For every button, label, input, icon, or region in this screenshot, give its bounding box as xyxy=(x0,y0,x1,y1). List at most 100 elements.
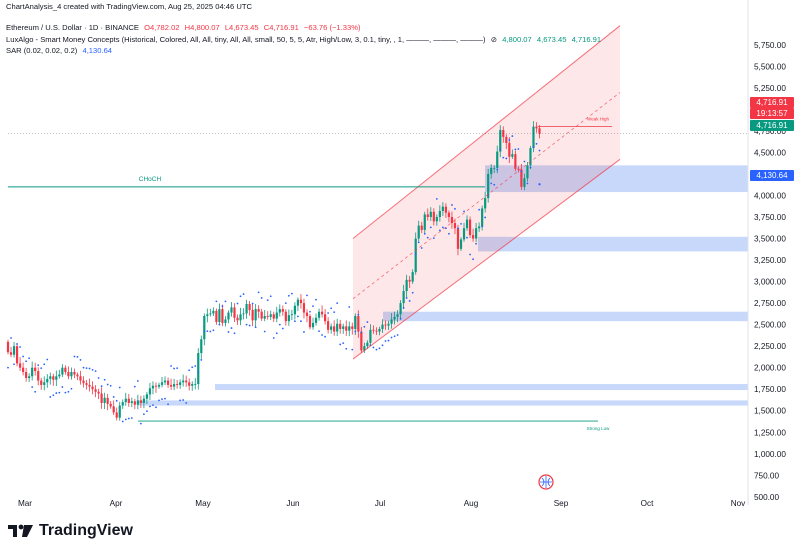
candle-body[interactable] xyxy=(423,214,426,230)
candle-body[interactable] xyxy=(212,310,215,314)
candle-body[interactable] xyxy=(173,384,176,387)
candle-body[interactable] xyxy=(327,321,330,330)
candle-body[interactable] xyxy=(333,326,336,332)
regression-channel-fill[interactable] xyxy=(353,25,620,360)
candle-body[interactable] xyxy=(245,303,248,314)
candle-body[interactable] xyxy=(357,316,360,332)
candle-body[interactable] xyxy=(293,305,296,315)
candle-body[interactable] xyxy=(453,223,457,229)
candle-body[interactable] xyxy=(266,316,269,317)
candle-body[interactable] xyxy=(251,309,254,321)
candle-body[interactable] xyxy=(308,316,312,328)
candle-body[interactable] xyxy=(40,380,43,385)
candle-body[interactable] xyxy=(176,384,179,385)
candle-body[interactable] xyxy=(538,128,541,134)
candle-body[interactable] xyxy=(233,307,236,318)
candle-body[interactable] xyxy=(405,279,408,292)
candle-body[interactable] xyxy=(393,316,396,320)
candle-body[interactable] xyxy=(182,380,185,383)
candle-body[interactable] xyxy=(450,217,454,224)
candle-body[interactable] xyxy=(46,378,49,383)
candle-body[interactable] xyxy=(82,380,85,384)
candle-body[interactable] xyxy=(296,299,300,306)
candle-body[interactable] xyxy=(88,384,91,387)
candle-body[interactable] xyxy=(115,412,118,418)
candle-body[interactable] xyxy=(287,315,290,322)
candle-body[interactable] xyxy=(532,126,535,149)
candle-body[interactable] xyxy=(517,168,520,170)
candle-body[interactable] xyxy=(85,383,88,385)
candle-body[interactable] xyxy=(375,330,378,332)
candle-body[interactable] xyxy=(363,346,366,351)
candle-body[interactable] xyxy=(481,208,484,227)
candle-body[interactable] xyxy=(317,311,321,318)
candle-body[interactable] xyxy=(511,154,514,157)
candle-body[interactable] xyxy=(254,309,257,321)
candle-body[interactable] xyxy=(160,382,164,385)
candle-body[interactable] xyxy=(493,167,496,169)
x-tick-label[interactable]: Oct xyxy=(641,499,654,508)
candle-body[interactable] xyxy=(260,311,263,319)
x-tick-label[interactable]: Jun xyxy=(286,499,300,508)
candle-body[interactable] xyxy=(100,393,103,403)
candle-body[interactable] xyxy=(299,299,303,304)
candle-body[interactable] xyxy=(526,165,529,179)
candle-body[interactable] xyxy=(360,331,363,351)
candle-body[interactable] xyxy=(342,326,345,329)
candle-body[interactable] xyxy=(97,391,100,394)
channel-lower-line[interactable] xyxy=(352,158,621,360)
candle-body[interactable] xyxy=(529,148,532,166)
candle-body[interactable] xyxy=(508,142,511,157)
candle-body[interactable] xyxy=(487,173,490,199)
candle-body[interactable] xyxy=(197,353,200,385)
candle-body[interactable] xyxy=(432,211,435,222)
candle-body[interactable] xyxy=(55,376,58,380)
candle-body[interactable] xyxy=(227,312,230,320)
x-tick-label[interactable]: Aug xyxy=(464,499,479,508)
candle-body[interactable] xyxy=(218,309,221,323)
candle-body[interactable] xyxy=(520,169,523,187)
order-block-zone[interactable] xyxy=(485,165,748,193)
candle-body[interactable] xyxy=(230,307,233,313)
eye-slash-icon[interactable]: ⊘ xyxy=(490,35,498,44)
candle-body[interactable] xyxy=(505,136,508,143)
legend-symbol[interactable]: Ethereum / U.S. Dollar · 1D · BINANCE xyxy=(6,23,139,32)
candle-body[interactable] xyxy=(188,382,191,386)
candle-body[interactable] xyxy=(387,323,390,326)
candle-body[interactable] xyxy=(124,398,127,403)
candle-body[interactable] xyxy=(179,382,182,385)
candle-body[interactable] xyxy=(523,178,526,187)
candle-body[interactable] xyxy=(106,397,109,404)
channel-mid-line[interactable] xyxy=(352,92,621,300)
candle-body[interactable] xyxy=(37,371,40,381)
candle-body[interactable] xyxy=(314,317,318,323)
candle-body[interactable] xyxy=(94,389,97,392)
channel-upper-line[interactable] xyxy=(352,25,621,239)
candle-body[interactable] xyxy=(169,384,173,387)
candle-body[interactable] xyxy=(136,400,139,405)
order-block-zone[interactable] xyxy=(138,400,748,406)
candle-body[interactable] xyxy=(284,311,287,322)
candle-body[interactable] xyxy=(417,225,420,239)
candle-body[interactable] xyxy=(103,397,106,403)
candle-body[interactable] xyxy=(224,319,227,323)
candle-body[interactable] xyxy=(145,394,149,399)
candle-body[interactable] xyxy=(221,309,224,323)
candle-body[interactable] xyxy=(408,279,411,282)
candle-body[interactable] xyxy=(64,367,67,372)
candle-body[interactable] xyxy=(348,326,351,331)
candle-body[interactable] xyxy=(215,310,218,323)
candle-body[interactable] xyxy=(25,371,28,379)
candle-body[interactable] xyxy=(372,329,375,331)
candle-body[interactable] xyxy=(76,374,79,377)
candle-body[interactable] xyxy=(70,371,73,377)
candle-body[interactable] xyxy=(28,376,31,379)
candle-body[interactable] xyxy=(330,326,333,330)
candle-body[interactable] xyxy=(22,367,25,372)
candle-body[interactable] xyxy=(456,228,460,249)
candle-body[interactable] xyxy=(514,154,517,169)
candle-body[interactable] xyxy=(478,226,481,229)
candle-body[interactable] xyxy=(248,303,251,310)
candle-body[interactable] xyxy=(499,130,502,152)
order-block-zone[interactable] xyxy=(478,236,748,252)
